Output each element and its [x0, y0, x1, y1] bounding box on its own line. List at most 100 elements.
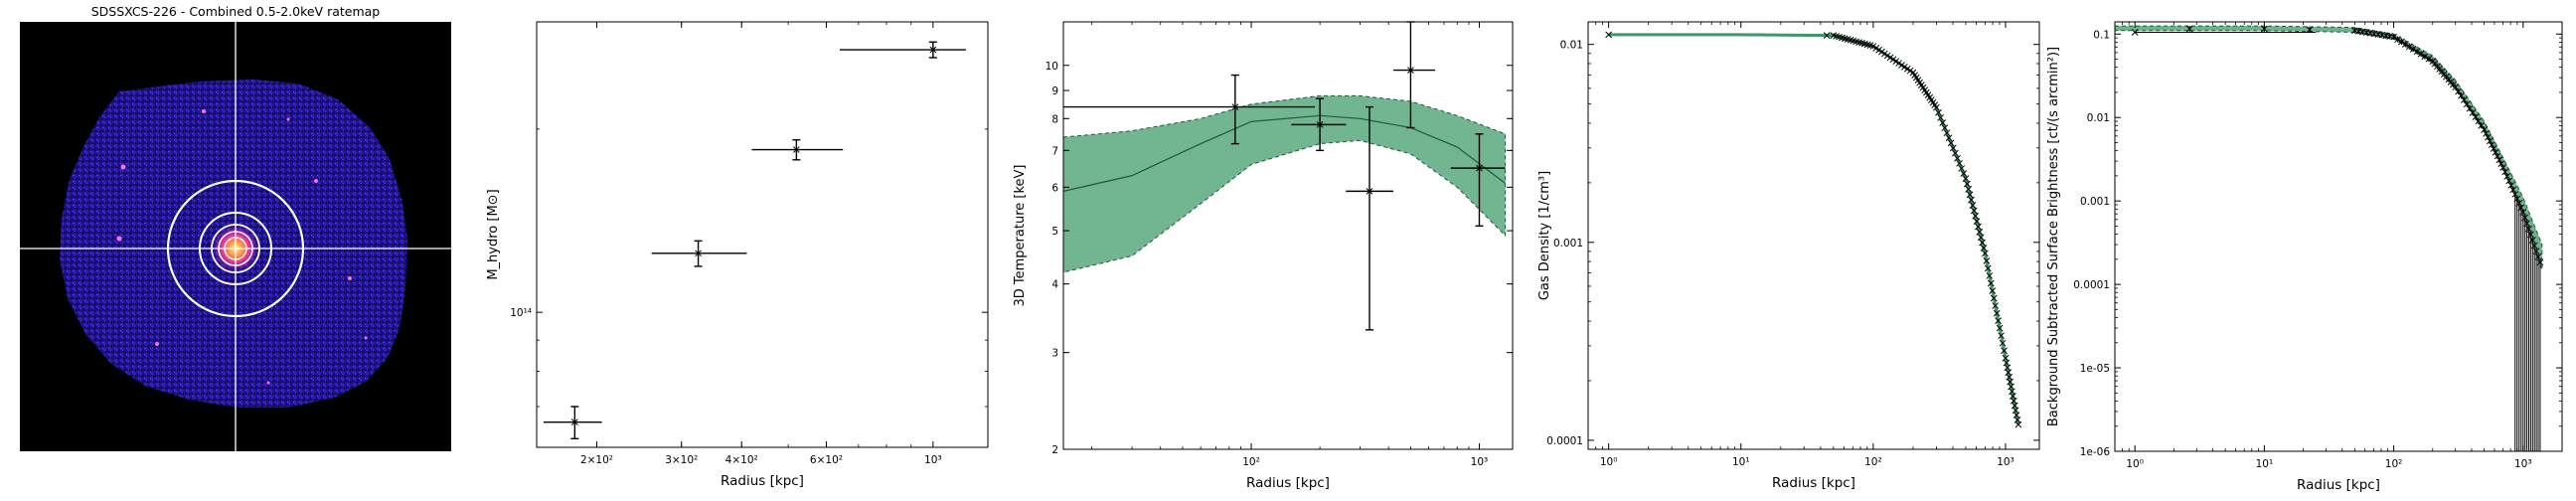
data-point	[2405, 43, 2413, 51]
data-point	[2483, 129, 2490, 137]
y-tick-label: 0.01	[1560, 40, 1583, 52]
data-point	[1972, 212, 1980, 220]
data-point	[1969, 202, 1977, 209]
data-point	[1903, 65, 1911, 73]
data-point	[695, 250, 702, 257]
data-point	[1839, 34, 1846, 42]
ratemap-annulus	[218, 231, 253, 266]
data-point	[2511, 191, 2519, 198]
data-point	[2131, 29, 2139, 36]
data-point	[1231, 103, 1239, 110]
data-point	[2261, 25, 2268, 33]
y-tick-label: 9	[1051, 85, 1058, 97]
data-point	[2525, 225, 2532, 233]
data-point	[2382, 32, 2390, 40]
y-tick-label: 7	[1051, 145, 1058, 157]
data-point	[1954, 154, 1961, 162]
data-point	[1956, 159, 1963, 167]
data-point	[1943, 129, 1951, 137]
data-point	[2485, 133, 2492, 141]
data-point	[1823, 32, 1831, 39]
data-point	[793, 146, 800, 153]
data-point	[2507, 182, 2515, 189]
model-uncertainty-band	[2114, 25, 2543, 270]
data-point	[1929, 98, 1937, 106]
data-point	[1892, 58, 1900, 66]
data-point	[1976, 229, 1984, 236]
y-axis-label: M_hydro [M⊙]	[486, 189, 501, 279]
data-point	[1995, 317, 2003, 324]
data-point	[1939, 119, 1947, 126]
data-point	[2001, 347, 2008, 355]
data-point	[2401, 41, 2409, 48]
data-point	[1933, 103, 1940, 111]
data-point	[1977, 234, 1985, 242]
data-point	[2398, 38, 2405, 46]
data-point	[2490, 145, 2497, 152]
x-tick-label: 6×10²	[810, 454, 843, 466]
ratemap-point-source	[286, 117, 290, 121]
data-point	[2496, 156, 2503, 164]
data-point	[1984, 264, 1992, 272]
data-point	[2409, 46, 2417, 53]
data-point	[2466, 104, 2474, 112]
ratemap-point-source	[348, 276, 352, 280]
y-tick-label: 0.0001	[2073, 279, 2110, 291]
ratemap-point-source	[120, 164, 126, 170]
data-point	[1855, 39, 1862, 46]
y-tick-label: 3	[1051, 348, 1058, 360]
data-point	[1916, 79, 1924, 86]
y-tick-label: 1e-06	[2080, 446, 2111, 458]
data-point	[1860, 40, 1868, 48]
ratemap-panel: SDSSXCS-226 - Combined 0.5-2.0keV ratema…	[20, 4, 451, 451]
data-point	[1898, 62, 1905, 69]
data-point	[2528, 237, 2536, 244]
plot-frame	[536, 21, 989, 448]
data-point	[2536, 258, 2544, 266]
x-tick-label: 10⁰	[2126, 458, 2144, 470]
x-tick-label: 10³	[1997, 456, 2014, 468]
data-point	[2386, 33, 2394, 40]
data-point	[1992, 302, 2000, 309]
model-density-curve	[1608, 33, 2020, 425]
y-tick-label: 2	[1051, 444, 1058, 456]
data-point	[2366, 29, 2374, 37]
data-point	[1945, 134, 1953, 142]
y-tick-label: 0.0001	[1546, 435, 1583, 447]
data-point	[1924, 91, 1932, 98]
data-point	[2354, 27, 2362, 35]
data-point	[1407, 67, 1414, 74]
data-point	[2458, 91, 2465, 99]
data-point	[1911, 72, 1918, 79]
y-tick-label: 4	[1051, 279, 1058, 291]
data-point	[2362, 29, 2370, 36]
y-axis-label: 3D Temperature [keV]	[1013, 165, 1028, 307]
data-point	[2527, 231, 2534, 239]
data-point	[1830, 32, 1838, 40]
data-point	[1366, 188, 1373, 195]
x-axis-label: Radius [kpc]	[1772, 475, 1855, 491]
data-point	[1947, 139, 1955, 147]
data-point	[1852, 38, 1860, 46]
data-point	[1875, 46, 1882, 54]
data-point	[2503, 173, 2511, 180]
data-point	[2394, 36, 2401, 43]
data-point	[1921, 86, 1929, 93]
x-tick-label: 10¹	[2256, 458, 2274, 470]
data-point	[1983, 257, 1991, 264]
data-point	[1880, 50, 1888, 58]
ratemap-annulus	[199, 212, 272, 285]
y-tick-label: 0.01	[2087, 112, 2110, 124]
data-point	[1923, 88, 1930, 96]
x-tick-label: 2×10²	[580, 454, 613, 466]
data-point	[2497, 160, 2505, 168]
y-tick-label: 8	[1051, 113, 1058, 125]
data-point	[1841, 35, 1849, 43]
data-point	[929, 46, 937, 54]
data-point	[2515, 200, 2523, 207]
data-point	[2534, 252, 2542, 260]
data-point	[1958, 165, 1966, 172]
ratemap-point-source	[155, 342, 159, 346]
data-point	[2185, 25, 2193, 33]
